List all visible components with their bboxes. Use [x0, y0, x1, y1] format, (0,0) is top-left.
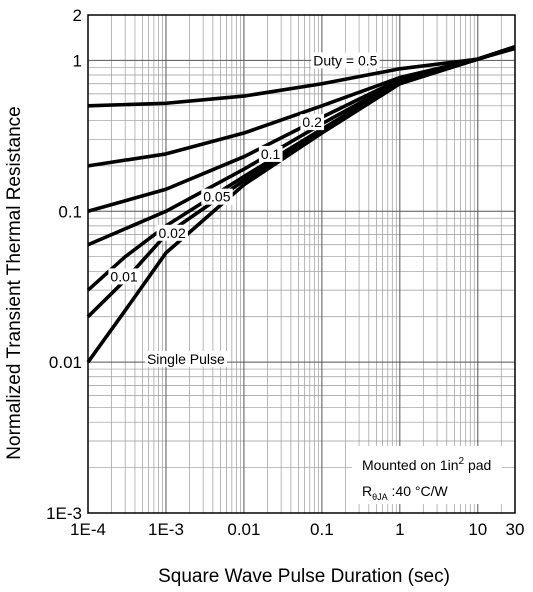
- annotation-line-1: Mounted on 1in2 pad: [362, 456, 491, 473]
- series-label-group: Single Pulse: [144, 350, 227, 367]
- y-tick-label: 2: [73, 6, 82, 25]
- series-label-group: 0.02: [156, 224, 188, 241]
- y-tick-label: 1: [73, 51, 82, 70]
- series-lines: [86, 45, 516, 364]
- series-label: 0.01: [110, 268, 137, 284]
- x-tick-label: 1: [395, 520, 404, 539]
- x-axis-title: Square Wave Pulse Duration (sec): [158, 566, 450, 587]
- series-label-bg: [300, 114, 325, 131]
- series-label: 0.02: [159, 225, 186, 241]
- x-tick-label: 30: [506, 520, 525, 539]
- y-tick-labels: 1E-3 0.01 0.1 1 2: [46, 6, 82, 523]
- series-label-group: 0.05: [201, 188, 233, 205]
- y-tick-label: 0.1: [58, 202, 82, 221]
- series-line: [86, 45, 516, 292]
- series-label: 0.2: [302, 114, 322, 130]
- series-label-bg: [258, 145, 283, 162]
- annotation-box: Mounted on 1in2 pad RθJA :40 °C/W: [352, 446, 502, 504]
- series-line: [87, 46, 516, 108]
- series-label: 0.1: [261, 146, 281, 162]
- annotation-line-2: RθJA :40 °C/W: [362, 483, 448, 502]
- series-label-group: Duty = 0.5: [311, 52, 380, 69]
- major-grid: [87, 15, 515, 514]
- y-axis-title: Normalized Transient Thermal Resistance: [4, 106, 25, 459]
- x-tick-label: 10: [468, 520, 487, 539]
- series-label-bg: [156, 224, 188, 241]
- series-label: 0.05: [203, 189, 230, 205]
- series-label-group: 0.01: [108, 268, 140, 285]
- y-tick-label: 0.01: [49, 353, 82, 372]
- x-tick-label: 0.01: [227, 520, 260, 539]
- x-tick-label: 1E-3: [148, 520, 184, 539]
- series-label-bg: [311, 52, 380, 69]
- series-label-bg: [144, 350, 227, 367]
- y-tick-label: 1E-3: [46, 504, 82, 523]
- series-label: Single Pulse: [147, 351, 225, 367]
- x-tick-labels: 1E-4 1E-3 0.01 0.1 1 10 30: [70, 520, 524, 539]
- series-label-bg: [108, 268, 140, 285]
- series-label-group: 0.1: [258, 145, 283, 162]
- minor-grid: [88, 14, 516, 513]
- x-tick-label: 0.1: [310, 520, 334, 539]
- plot-frame: [87, 14, 516, 514]
- series-label-group: 0.2: [300, 114, 325, 131]
- series-line: [86, 45, 516, 364]
- series-labels: Duty = 0.5 0.2 0.1 0.05 0.02 0.01 Single Pulse: [108, 52, 380, 367]
- series-label: Duty = 0.5: [313, 52, 377, 68]
- x-tick-label: 1E-4: [70, 520, 106, 539]
- series-label-bg: [201, 188, 233, 205]
